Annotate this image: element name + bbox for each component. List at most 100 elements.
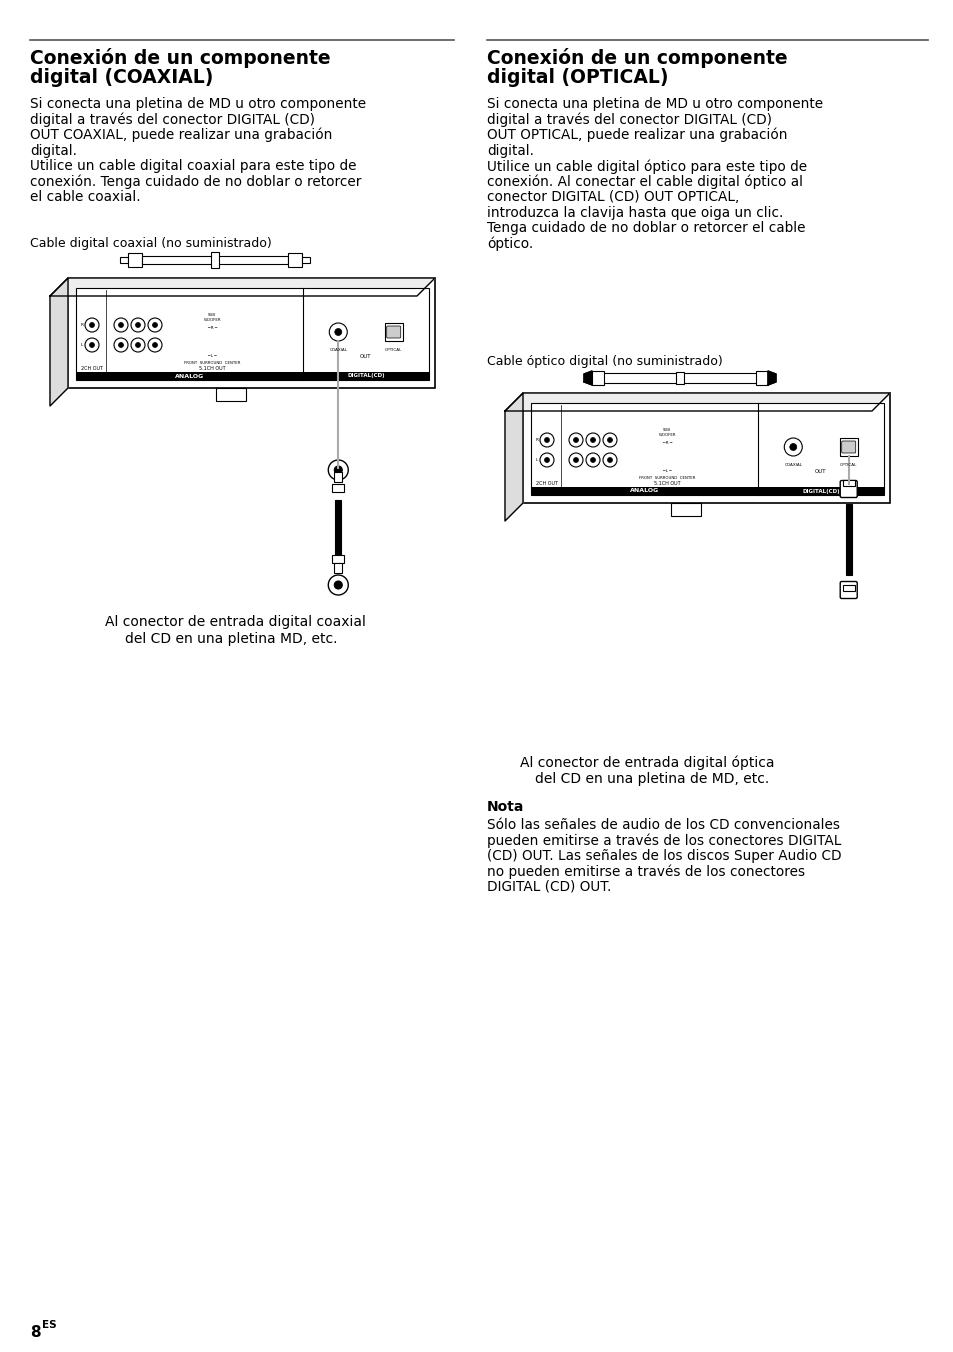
- Circle shape: [113, 318, 128, 333]
- Bar: [76, 372, 303, 380]
- Circle shape: [544, 457, 549, 462]
- Bar: [76, 288, 429, 380]
- Bar: [334, 472, 342, 483]
- Circle shape: [544, 438, 549, 442]
- Text: OUT COAXIAL, puede realizar una grabación: OUT COAXIAL, puede realizar una grabació…: [30, 128, 332, 142]
- FancyBboxPatch shape: [840, 581, 857, 599]
- Bar: [844, 504, 851, 575]
- Circle shape: [90, 342, 94, 347]
- Circle shape: [573, 457, 578, 462]
- Polygon shape: [50, 279, 68, 406]
- Circle shape: [152, 342, 157, 347]
- Text: conector DIGITAL (CD) OUT OPTICAL,: conector DIGITAL (CD) OUT OPTICAL,: [486, 191, 739, 204]
- Circle shape: [135, 342, 140, 347]
- Text: FRONT  SURROUND  CENTER: FRONT SURROUND CENTER: [184, 361, 240, 365]
- Circle shape: [148, 318, 162, 333]
- Bar: [522, 393, 889, 503]
- Circle shape: [131, 338, 145, 352]
- Text: el cable coaxial.: el cable coaxial.: [30, 191, 140, 204]
- Text: OUT: OUT: [815, 469, 826, 475]
- Circle shape: [585, 453, 599, 466]
- Text: conexión. Tenga cuidado de no doblar o retorcer: conexión. Tenga cuidado de no doblar o r…: [30, 174, 361, 189]
- Circle shape: [131, 318, 145, 333]
- Text: digital (OPTICAL): digital (OPTICAL): [486, 68, 668, 87]
- Text: DIGITAL(CD): DIGITAL(CD): [801, 488, 839, 493]
- Text: OPTICAL: OPTICAL: [385, 347, 402, 352]
- Text: OUT OPTICAL, puede realizar una grabación: OUT OPTICAL, puede realizar una grabació…: [486, 128, 786, 142]
- Text: OUT: OUT: [360, 354, 372, 360]
- Circle shape: [152, 323, 157, 327]
- Text: 8: 8: [30, 1325, 41, 1340]
- Polygon shape: [504, 393, 522, 521]
- Text: Si conecta una pletina de MD u otro componente: Si conecta una pletina de MD u otro comp…: [30, 97, 366, 111]
- Polygon shape: [583, 370, 592, 385]
- Circle shape: [573, 438, 578, 442]
- Circle shape: [118, 342, 123, 347]
- Circle shape: [335, 329, 341, 335]
- Bar: [335, 500, 341, 556]
- Text: ─ R ─: ─ R ─: [661, 441, 672, 445]
- Text: ─ L ─: ─ L ─: [661, 469, 671, 473]
- Circle shape: [135, 323, 140, 327]
- Circle shape: [329, 323, 347, 341]
- Bar: [128, 253, 142, 266]
- Circle shape: [602, 453, 617, 466]
- Text: SUB
WOOFER: SUB WOOFER: [658, 429, 676, 437]
- Text: ─ R ─: ─ R ─: [207, 326, 217, 330]
- Text: Conexión de un componente: Conexión de un componente: [486, 49, 787, 68]
- Bar: [531, 487, 758, 495]
- FancyBboxPatch shape: [840, 480, 857, 498]
- Text: DIGITAL(CD): DIGITAL(CD): [347, 373, 384, 379]
- Text: Cable digital coaxial (no suministrado): Cable digital coaxial (no suministrado): [30, 237, 272, 250]
- Bar: [841, 585, 854, 591]
- Text: digital (COAXIAL): digital (COAXIAL): [30, 68, 213, 87]
- Text: COAXIAL: COAXIAL: [329, 347, 347, 352]
- Text: digital a través del conector DIGITAL (CD): digital a través del conector DIGITAL (C…: [30, 112, 314, 127]
- Bar: [332, 484, 344, 492]
- Text: ─ L ─: ─ L ─: [207, 354, 217, 358]
- Polygon shape: [504, 393, 889, 411]
- Text: Nota: Nota: [486, 800, 524, 814]
- Text: 2CH OUT: 2CH OUT: [536, 481, 558, 485]
- Text: Sólo las señales de audio de los CD convencionales: Sólo las señales de audio de los CD conv…: [486, 818, 840, 831]
- Bar: [302, 257, 310, 264]
- Bar: [839, 438, 857, 456]
- Circle shape: [590, 457, 595, 462]
- Text: del CD en una pletina MD, etc.: del CD en una pletina MD, etc.: [125, 631, 337, 646]
- Text: digital.: digital.: [486, 143, 534, 157]
- Bar: [288, 253, 302, 266]
- Circle shape: [85, 318, 99, 333]
- Bar: [211, 251, 219, 268]
- Bar: [332, 556, 344, 562]
- Bar: [671, 503, 700, 516]
- Text: DIGITAL (CD) OUT.: DIGITAL (CD) OUT.: [486, 880, 611, 894]
- Circle shape: [328, 575, 348, 595]
- Bar: [120, 257, 128, 264]
- Text: FRONT  SURROUND  CENTER: FRONT SURROUND CENTER: [639, 476, 695, 480]
- Text: Al conector de entrada digital óptica: Al conector de entrada digital óptica: [519, 754, 774, 769]
- Circle shape: [118, 323, 123, 327]
- Text: no pueden emitirse a través de los conectores: no pueden emitirse a través de los conec…: [486, 864, 804, 879]
- FancyBboxPatch shape: [841, 441, 855, 453]
- Circle shape: [539, 453, 554, 466]
- Bar: [843, 480, 852, 488]
- Text: 2CH OUT: 2CH OUT: [81, 366, 103, 370]
- Text: COAXIAL: COAXIAL: [783, 462, 801, 466]
- Circle shape: [85, 338, 99, 352]
- Polygon shape: [50, 279, 435, 296]
- Circle shape: [607, 457, 612, 462]
- Circle shape: [334, 466, 342, 475]
- Text: Conexión de un componente: Conexión de un componente: [30, 49, 331, 68]
- Text: digital a través del conector DIGITAL (CD): digital a través del conector DIGITAL (C…: [486, 112, 771, 127]
- Circle shape: [334, 581, 342, 589]
- Polygon shape: [767, 370, 775, 385]
- Bar: [758, 487, 883, 495]
- Circle shape: [539, 433, 554, 448]
- Text: 5.1CH OUT: 5.1CH OUT: [198, 366, 225, 370]
- Text: ES: ES: [42, 1320, 56, 1330]
- Text: R: R: [80, 323, 84, 327]
- Text: Si conecta una pletina de MD u otro componente: Si conecta una pletina de MD u otro comp…: [486, 97, 822, 111]
- Circle shape: [783, 438, 801, 456]
- Text: óptico.: óptico.: [486, 237, 533, 251]
- Text: (CD) OUT. Las señales de los discos Super Audio CD: (CD) OUT. Las señales de los discos Supe…: [486, 849, 841, 863]
